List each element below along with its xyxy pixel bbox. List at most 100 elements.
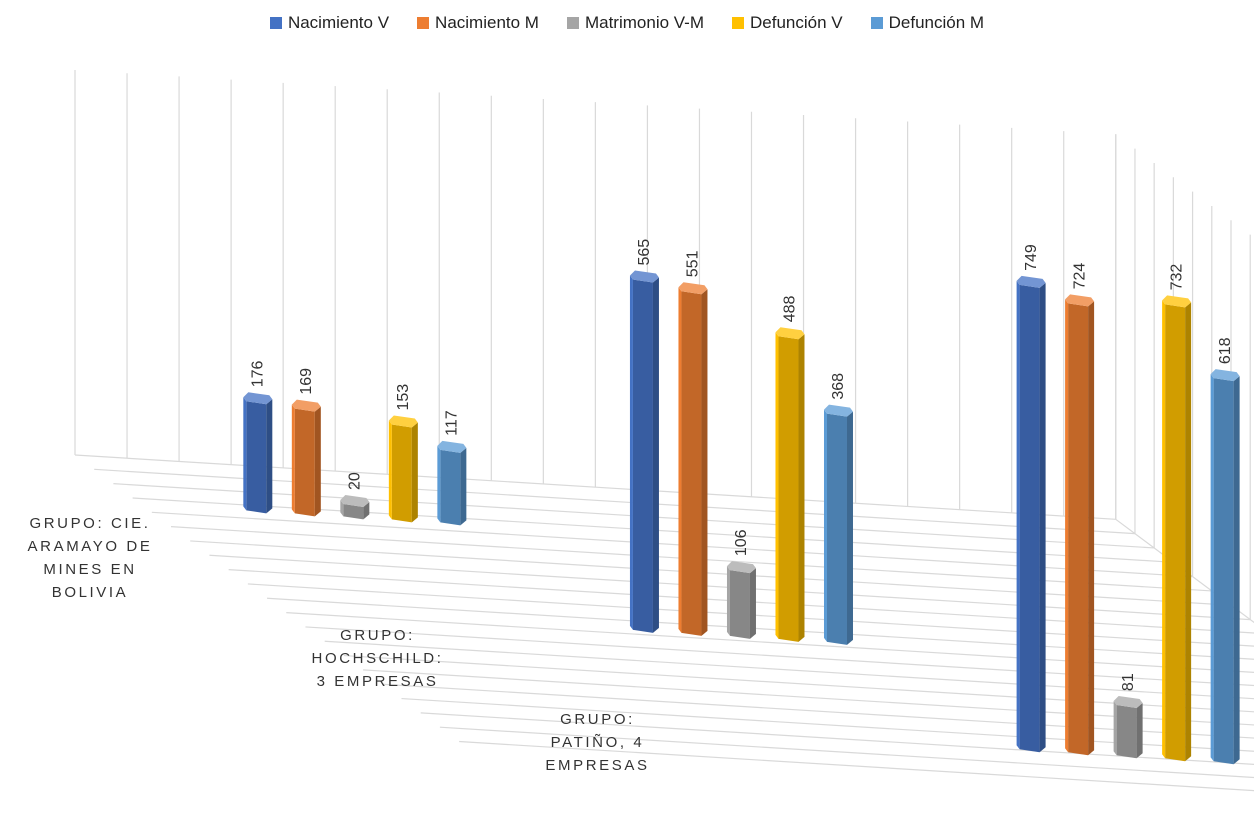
category-line: MINES EN	[43, 561, 137, 578]
legend-swatch	[269, 17, 282, 29]
bar-side-face	[749, 568, 756, 639]
bar-side-face	[314, 406, 321, 517]
category-line: EMPRESAS	[545, 757, 650, 774]
category-line: 3 EMPRESAS	[316, 673, 439, 690]
bar-side-face	[266, 399, 273, 514]
bar-top-face	[1113, 696, 1143, 709]
bar-side-face	[1136, 703, 1143, 759]
legend-swatch	[870, 17, 883, 29]
legend: Nacimiento V Nacimiento M Matrimonio V-M…	[0, 13, 1254, 33]
data-label: 618	[1217, 337, 1234, 364]
bar-top-face	[823, 404, 853, 417]
category-line: BOLIVIA	[51, 584, 129, 601]
data-label: 724	[1071, 263, 1088, 290]
category-line: GRUPO:	[340, 627, 415, 644]
category-line: ARAMAYO DE	[27, 538, 153, 555]
bar-left-face	[340, 499, 344, 517]
bar	[291, 399, 321, 517]
bar-left-face	[243, 397, 247, 511]
bar	[1162, 295, 1192, 762]
bar-top-face	[726, 561, 756, 574]
bar-top-face	[243, 392, 273, 405]
bar-left-face	[1113, 701, 1117, 756]
legend-item-nacimiento-m: Nacimiento M	[417, 13, 539, 33]
bar-side-face	[1233, 376, 1240, 765]
bar-top-face	[291, 399, 321, 412]
category-label-patino: GRUPO: PATIÑO, 4 EMPRESAS	[510, 708, 685, 777]
bar-side-face	[652, 277, 659, 633]
bar-top-face	[1016, 275, 1046, 288]
bar-side-face	[1088, 301, 1095, 756]
bar	[243, 392, 273, 514]
floor-gridline	[190, 540, 1232, 606]
legend-swatch	[417, 17, 430, 29]
bar-left-face	[1016, 280, 1020, 750]
data-label: 176	[250, 360, 267, 387]
floor-gridline	[382, 683, 1254, 739]
bar-left-face	[629, 275, 633, 630]
bar-front-face	[391, 424, 412, 523]
legend-label: Defunción M	[888, 13, 985, 32]
data-label: 169	[298, 368, 315, 395]
data-label: 732	[1168, 264, 1185, 291]
bar-top-face	[629, 270, 659, 283]
bars	[243, 270, 1240, 765]
bar	[388, 415, 418, 523]
category-label-aramayo: GRUPO: CIE. ARAMAYO DE MINES EN BOLIVIA	[0, 512, 180, 604]
data-label: 117	[444, 410, 461, 436]
bar-front-face	[1213, 378, 1234, 765]
category-line: GRUPO:	[560, 711, 635, 728]
bar	[726, 561, 756, 639]
bar-top-face	[1065, 294, 1095, 307]
bar	[1065, 294, 1095, 756]
legend-label: Nacimiento M	[435, 13, 539, 32]
floor-gridline	[247, 583, 1254, 647]
bar-front-face	[729, 570, 750, 639]
bar-left-face	[388, 420, 392, 520]
category-label-hochschild: GRUPO: HOCHSCHILD: 3 EMPRESAS	[290, 624, 465, 693]
bar-front-face	[246, 401, 267, 514]
legend-swatch	[732, 17, 744, 29]
bar-top-face	[340, 494, 370, 507]
bar-front-face	[681, 291, 702, 636]
floor-gridline	[459, 740, 1254, 792]
bar-top-face	[775, 327, 805, 340]
bar-side-face	[411, 422, 418, 523]
bar-left-face	[726, 566, 730, 636]
bar-left-face	[1210, 374, 1214, 762]
bar	[823, 404, 853, 645]
legend-label: Defunción V	[750, 13, 843, 32]
bar-front-face	[1068, 303, 1089, 756]
data-label: 106	[733, 529, 750, 556]
bar-side-face	[846, 411, 853, 645]
bar-left-face	[775, 332, 779, 639]
floor-gridline	[324, 640, 1254, 700]
bar	[678, 282, 708, 636]
bar-left-face	[291, 404, 295, 514]
bar-left-face	[1065, 299, 1069, 753]
bar-front-face	[343, 503, 364, 520]
bar-top-face	[1162, 295, 1192, 308]
bar-left-face	[678, 287, 682, 633]
bar-side-face	[798, 334, 805, 642]
bar-front-face	[1165, 304, 1186, 762]
floor-gridline	[401, 697, 1254, 752]
bar-left-face	[437, 445, 441, 523]
bar-top-face	[388, 415, 418, 428]
data-labels: 176 565 749 169 551 724 20 106 81 153 488 732 117 368…	[250, 239, 1234, 691]
bar-left-face	[1162, 300, 1166, 759]
data-label: 749	[1023, 244, 1040, 271]
data-label: 153	[395, 384, 412, 411]
bar	[1016, 275, 1046, 753]
bar	[1113, 696, 1143, 759]
bar-top-face	[1210, 369, 1240, 382]
legend-item-defuncion-m: Defunción M	[870, 13, 985, 33]
bar-front-face	[1116, 705, 1137, 759]
bar-top-face	[437, 440, 467, 453]
floor-gridline	[286, 611, 1254, 673]
legend-item-nacimiento-v: Nacimiento V	[269, 13, 389, 33]
bar	[340, 494, 370, 520]
data-label: 20	[347, 472, 364, 490]
